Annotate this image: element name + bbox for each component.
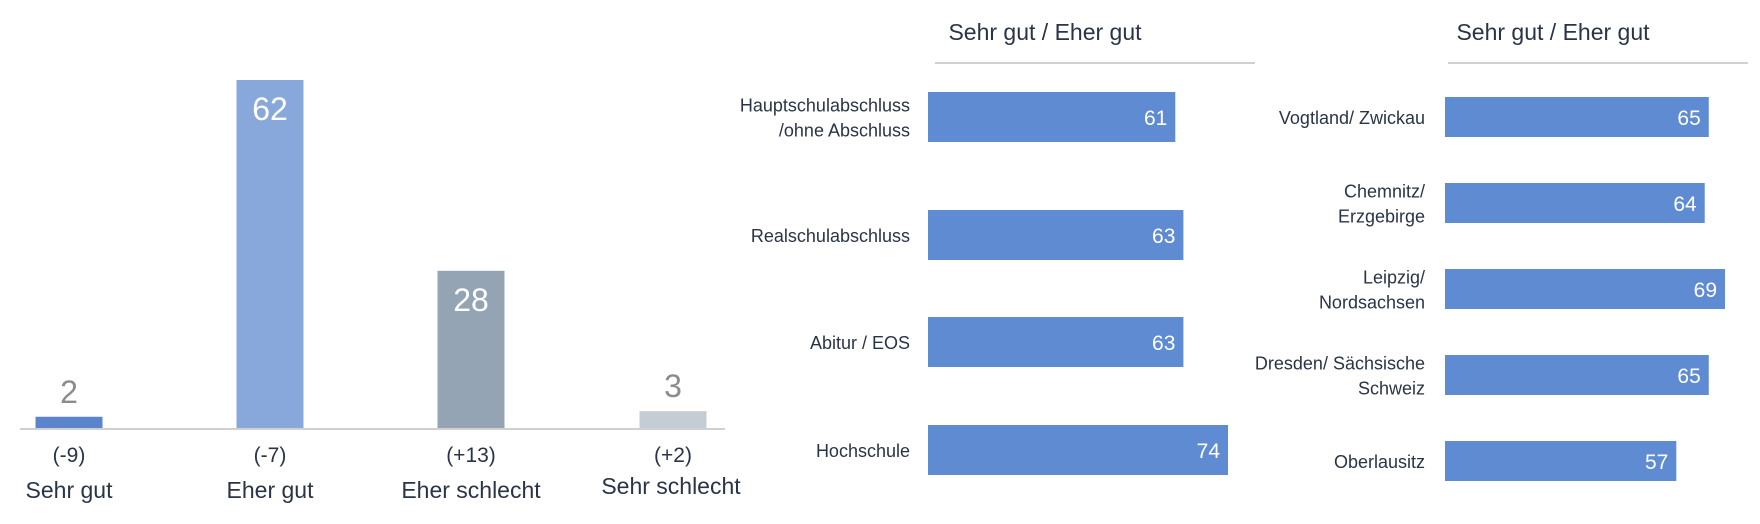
- bar: [1445, 441, 1677, 481]
- chart-title: Sehr gut / Eher gut: [948, 19, 1142, 45]
- category-label: Chemnitz/Erzgebirge: [1338, 182, 1425, 227]
- bar-value-label: 28: [453, 282, 489, 318]
- category-label: Leipzig/Nordsachsen: [1319, 268, 1425, 313]
- vertical-bar-chart: 2 (-9) Sehr gut 62 (-7) Eher gut 28 (+13) Eher s…: [20, 80, 741, 503]
- bar-value-label: 69: [1694, 279, 1717, 302]
- bar: [1445, 97, 1709, 137]
- bar-value-label: 62: [252, 91, 288, 127]
- bar-sehr-schlecht: [639, 411, 707, 428]
- chart-title: Sehr gut / Eher gut: [1456, 19, 1650, 45]
- bar: [928, 210, 1184, 260]
- bar-eher-schlecht: [437, 270, 505, 428]
- category-label: Hauptschulabschluss/ohne Abschluss: [740, 96, 910, 141]
- change-label: (-9): [53, 444, 86, 467]
- bar: [1445, 355, 1709, 395]
- category-label: Sehr gut: [26, 477, 114, 503]
- bar: [928, 425, 1228, 475]
- category-label: Oberlausitz: [1334, 452, 1425, 472]
- bar: [928, 92, 1176, 142]
- bar-value-label: 64: [1673, 193, 1697, 216]
- bar-value-label: 61: [1144, 107, 1167, 130]
- bar-sehr-gut: [35, 416, 103, 428]
- education-bar-chart: Sehr gut / Eher gut 61 Hauptschulabschlus…: [740, 19, 1255, 475]
- category-label: Eher schlecht: [401, 477, 541, 503]
- category-label: Eher gut: [227, 477, 315, 503]
- bar: [928, 317, 1184, 367]
- bar: [1445, 269, 1725, 309]
- bar-value-label: 3: [664, 368, 682, 404]
- bar-value-label: 65: [1677, 107, 1700, 130]
- change-label: (+13): [446, 444, 496, 467]
- bar-value-label: 2: [60, 374, 78, 410]
- change-label: (-7): [254, 444, 287, 467]
- bar-value-label: 57: [1645, 451, 1668, 474]
- category-label: Hochschule: [816, 441, 910, 461]
- category-label: Sehr schlecht: [601, 473, 741, 499]
- bar-value-label: 63: [1152, 332, 1175, 355]
- category-label: Dresden/ Sächsische Schweiz: [1255, 354, 1425, 399]
- category-label: Realschulabschluss: [751, 226, 910, 246]
- region-bar-chart: Sehr gut / Eher gut 65 Vogtland/ Zwickau 6…: [1255, 19, 1748, 481]
- bar-value-label: 63: [1152, 225, 1175, 248]
- bar: [1445, 183, 1705, 223]
- category-label: Abitur / EOS: [810, 333, 910, 353]
- bar-value-label: 74: [1197, 440, 1221, 463]
- bar-value-label: 65: [1677, 365, 1700, 388]
- bar-eher-gut: [236, 80, 304, 428]
- change-label: (+2): [654, 444, 692, 467]
- category-label: Vogtland/ Zwickau: [1279, 108, 1425, 128]
